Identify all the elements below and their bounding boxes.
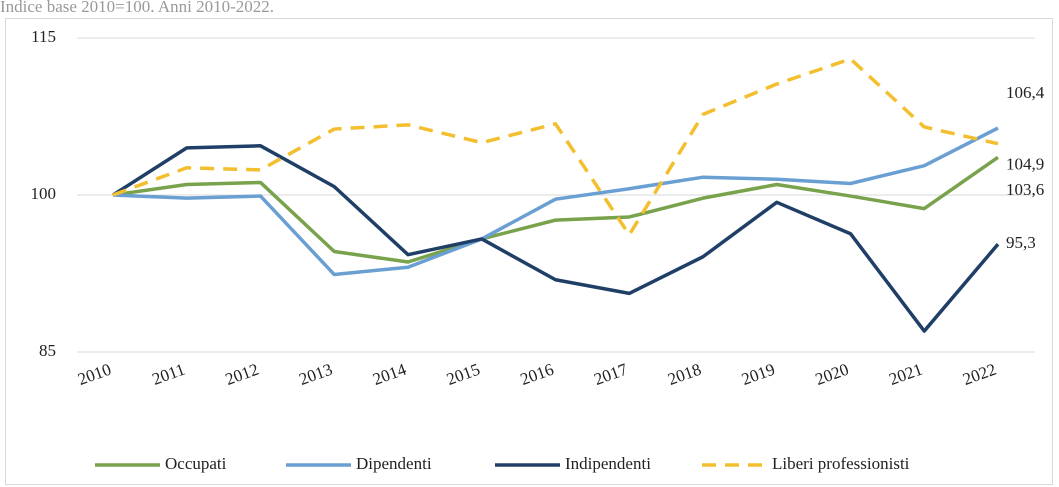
y-tick-label: 85 (39, 341, 56, 360)
x-tick-label: 2022 (960, 360, 998, 389)
legend-label: Liberi professionisti (772, 454, 910, 473)
x-tick-label: 2015 (444, 360, 482, 389)
series-line (112, 144, 1000, 333)
x-tick-label: 2020 (813, 360, 851, 389)
legend-label: Occupati (165, 454, 227, 473)
value-label: 95,3 (1006, 233, 1036, 252)
y-tick-label: 115 (31, 27, 56, 46)
value-label: 104,9 (1006, 155, 1044, 174)
x-tick-label: 2014 (370, 359, 409, 389)
x-tick-label: 2011 (150, 360, 188, 389)
legend-label: Indipendenti (565, 454, 651, 473)
series-line (112, 126, 999, 277)
x-tick-label: 2012 (223, 360, 261, 389)
x-tick-label: 2021 (887, 360, 925, 389)
x-tick-label: 2010 (75, 360, 113, 389)
x-tick-label: 2018 (665, 360, 703, 389)
series-line (112, 155, 999, 264)
value-label: 106,4 (1006, 83, 1045, 102)
x-tick-label: 2017 (592, 359, 631, 389)
chart-frame (5, 18, 1053, 485)
chart-subtitle: Indice base 2010=100. Anni 2010-2022. (0, 0, 274, 16)
x-tick-label: 2013 (297, 360, 335, 389)
value-label: 103,6 (1006, 180, 1044, 199)
y-tick-label: 100 (31, 184, 57, 203)
x-tick-label: 2016 (518, 360, 556, 389)
legend-label: Dipendenti (356, 454, 432, 473)
series-line (112, 57, 999, 237)
x-tick-label: 2019 (739, 360, 777, 389)
